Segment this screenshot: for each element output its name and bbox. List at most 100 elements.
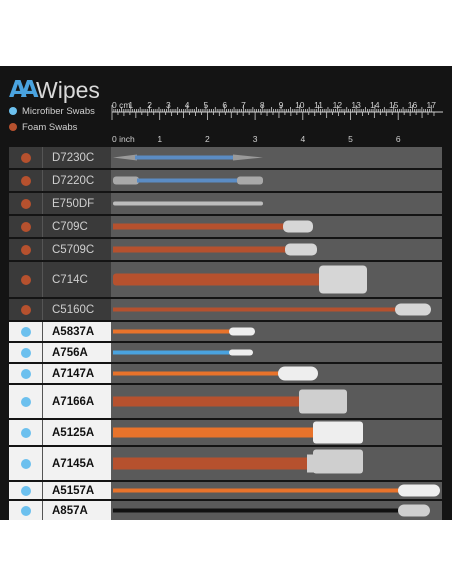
swab-illustration [113, 303, 431, 316]
cm-tick-label: 7 [241, 100, 246, 110]
swab-illustration [113, 154, 263, 161]
swab-image-cell [111, 385, 442, 418]
swab-model-name: A7145A [52, 457, 95, 470]
swab-image-cell [111, 216, 442, 237]
cm-tick-label: 17 [427, 100, 437, 110]
swab-type-cell [9, 343, 42, 362]
swab-row: C714C [9, 262, 442, 297]
swab-type-cell [9, 364, 42, 383]
swab-model-name: D7220C [52, 174, 95, 187]
swab-illustration [113, 366, 318, 381]
swab-row: A7145A [9, 447, 442, 480]
swab-illustration [113, 243, 317, 256]
divider [42, 447, 43, 480]
swab-image-cell [111, 420, 442, 445]
cm-tick-label: 13 [351, 100, 361, 110]
cm-tick-label: 14 [370, 100, 380, 110]
inch-unit-label: 0 inch [112, 134, 135, 144]
cm-tick-label: 6 [222, 100, 227, 110]
legend-dot-icon [9, 107, 17, 116]
cm-tick-group: 1 2 3 4 5 6 7 8 9 10 11 12 13 14 15 16 17 [111, 100, 437, 112]
swab-type-dot-icon [20, 505, 31, 516]
swab-image-cell [111, 501, 442, 520]
logo-word: Wipes [36, 77, 100, 103]
divider [42, 239, 43, 260]
swab-image-cell [111, 364, 442, 383]
swab-type-cell [9, 170, 42, 191]
cm-tick-label: 2 [147, 100, 152, 110]
swab-type-cell [9, 216, 42, 237]
swab-image-cell [111, 343, 442, 362]
swab-type-cell [9, 482, 42, 499]
divider [42, 170, 43, 191]
swab-type-dot-icon [20, 244, 31, 255]
swab-image-cell [111, 147, 442, 168]
swab-model-name: A7166A [52, 395, 95, 408]
swab-type-dot-icon [20, 326, 31, 337]
swab-type-dot-icon [20, 304, 31, 315]
swab-type-dot-icon [20, 347, 31, 358]
swab-type-dot-icon [20, 396, 31, 407]
swab-type-dot-icon [20, 152, 31, 163]
swab-image-cell [111, 299, 442, 320]
swab-image-cell [111, 482, 442, 499]
cm-tick-label: 9 [279, 100, 284, 110]
divider [42, 299, 43, 320]
swab-model-name: A857A [52, 504, 88, 517]
divider [42, 482, 43, 499]
cm-tick-label: 12 [333, 100, 343, 110]
divider [42, 216, 43, 237]
swab-type-cell [9, 239, 42, 260]
inch-tick-group: 1 2 3 4 5 6 [111, 112, 435, 144]
swab-model-name: C5709C [52, 243, 95, 256]
inch-tick-label: 3 [253, 134, 258, 144]
swab-type-cell [9, 501, 42, 520]
cm-tick-label: 16 [408, 100, 418, 110]
inch-tick-label: 5 [348, 134, 353, 144]
swab-row: A756A [9, 343, 442, 362]
swab-row: A5157A [9, 482, 442, 499]
cm-tick-label: 11 [314, 100, 323, 110]
swab-image-cell [111, 262, 442, 297]
swab-model-name: C5160C [52, 303, 95, 316]
cm-tick-label: 1 [128, 100, 133, 110]
swab-image-cell [111, 322, 442, 341]
divider [42, 343, 43, 362]
cm-tick-label: 5 [204, 100, 209, 110]
inch-tick-label: 6 [396, 134, 401, 144]
divider [42, 193, 43, 214]
swab-list: D7230C D7220C E750DF C709C C5709C C714C C… [9, 147, 442, 520]
divider [42, 385, 43, 418]
swab-illustration [113, 265, 367, 294]
swab-type-dot-icon [20, 427, 31, 438]
divider [42, 322, 43, 341]
swab-image-cell [111, 193, 442, 214]
swab-model-name: D7230C [52, 151, 95, 164]
legend-label: Microfiber Swabs [22, 106, 95, 117]
swab-illustration [113, 421, 363, 444]
legend-label: Foam Swabs [22, 122, 78, 133]
swab-type-dot-icon [20, 198, 31, 209]
swab-type-cell [9, 193, 42, 214]
swab-type-dot-icon [20, 274, 31, 285]
swab-type-cell [9, 262, 42, 297]
cm-tick-label: 3 [166, 100, 171, 110]
swab-image-cell [111, 447, 442, 480]
swab-type-cell [9, 299, 42, 320]
swab-model-name: A7147A [52, 367, 95, 380]
swab-illustration [113, 389, 347, 414]
swab-type-cell [9, 147, 42, 168]
swab-illustration [113, 176, 263, 185]
swab-illustration [113, 484, 440, 497]
swab-illustration [113, 504, 430, 517]
swab-illustration [113, 220, 313, 233]
swab-type-cell [9, 447, 42, 480]
swab-row: A5837A [9, 322, 442, 341]
divider [42, 420, 43, 445]
divider [42, 501, 43, 520]
inch-tick-label: 4 [300, 134, 305, 144]
swab-row: C5160C [9, 299, 442, 320]
cm-tick-label: 10 [295, 100, 305, 110]
inch-tick-label: 1 [157, 134, 162, 144]
